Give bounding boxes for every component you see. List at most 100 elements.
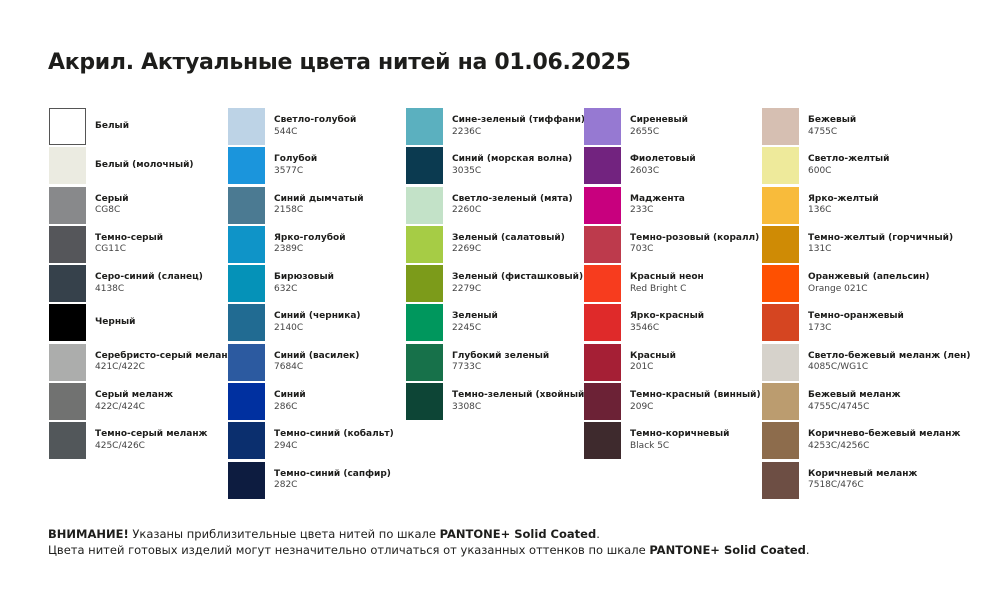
color-label: Темно-синий (кобальт) 294C	[274, 422, 394, 459]
color-swatch	[49, 343, 86, 381]
color-swatch	[49, 108, 86, 145]
pantone-code: 4085C/WG1C	[808, 362, 869, 373]
color-label: Темно-серый CG11C	[95, 226, 163, 263]
color-label: Серо-синий (сланец) 4138C	[95, 265, 203, 302]
color-swatch	[228, 461, 265, 499]
color-label: Фиолетовый 2603C	[630, 147, 696, 184]
color-label: Белый	[95, 108, 129, 145]
color-swatch	[584, 383, 621, 421]
color-swatch	[406, 108, 443, 145]
color-swatch	[762, 422, 799, 460]
footer-note-line2: Цвета нитей готовых изделий могут незнач…	[48, 543, 810, 557]
color-label: Светло-зеленый (мята) 2260C	[452, 187, 573, 224]
pantone-code: 632C	[274, 283, 298, 294]
color-swatch	[228, 225, 265, 263]
color-name: Синий дымчатый	[274, 193, 364, 204]
pantone-code: 3308C	[452, 401, 482, 412]
color-label: Серый меланж 422C/424C	[95, 383, 173, 420]
color-item: Темно-желтый (горчичный) 131C	[762, 225, 953, 265]
pantone-code: 421C/422C	[95, 362, 145, 373]
footer-text: Цвета нитей готовых изделий могут незнач…	[48, 543, 650, 557]
color-swatch	[49, 186, 86, 224]
color-item: Темно-серый CG11C	[49, 225, 227, 265]
color-item: Серебристо-серый меланж 421C/422C	[49, 343, 237, 383]
color-item: Темно-красный (винный) 209C	[584, 383, 762, 422]
color-name: Красный неон	[630, 272, 704, 283]
color-item: Светло-зеленый (мята) 2260C	[406, 186, 584, 226]
color-swatch	[228, 186, 265, 224]
color-swatch	[49, 265, 86, 303]
color-item: Глубокий зеленый 7733C	[406, 343, 584, 383]
pantone-scale: PANTONE+ Solid Coated	[649, 543, 806, 557]
color-swatch	[584, 225, 621, 263]
color-item: Бежевый меланж 4755C/4745C	[762, 383, 940, 422]
color-name: Сиреневый	[630, 115, 688, 125]
color-item: Коричнево-бежевый меланж 4253C/4256C	[762, 422, 960, 461]
color-label: Светло-голубой 544C	[274, 108, 356, 145]
color-item: Темно-оранжевый 173C	[762, 304, 940, 343]
pantone-code: 7733C	[452, 362, 482, 373]
pantone-code: 4253C/4256C	[808, 440, 870, 451]
color-swatch	[49, 225, 86, 263]
pantone-code: 3577C	[274, 165, 304, 176]
color-item: Красный 201C	[584, 343, 762, 383]
color-column: Светло-голубой 544C Голубой 3577C Синий дымч…	[228, 108, 406, 501]
color-swatch	[762, 265, 799, 303]
pantone-code: 425C/426C	[95, 440, 145, 451]
color-item: Темно-серый меланж 425C/426C	[49, 422, 227, 461]
color-name: Синий (морская волна)	[452, 154, 573, 165]
color-label: Ярко-красный 3546C	[630, 304, 704, 341]
color-item: Белый	[49, 108, 227, 147]
color-label: Синий (черника) 2140C	[274, 304, 361, 341]
color-name: Темно-желтый (горчичный)	[808, 232, 954, 243]
color-label: Красный 201C	[630, 344, 676, 381]
color-swatch	[228, 265, 265, 303]
color-name: Сине-зеленый (тиффани)	[452, 115, 586, 125]
color-label: Маджента 233C	[630, 187, 685, 224]
color-label: Голубой 3577C	[274, 147, 317, 184]
color-name: Темно-зеленый (хвойный)	[452, 390, 589, 401]
color-name: Синий (черника)	[274, 311, 361, 322]
color-swatch	[762, 343, 799, 381]
color-item: Сине-зеленый (тиффани) 2236C	[406, 108, 586, 147]
pantone-code: 703C	[630, 244, 654, 255]
color-name: Светло-желтый	[808, 154, 890, 165]
color-name: Темно-коричневый	[630, 429, 730, 440]
pantone-code: 3546C	[630, 322, 660, 333]
color-name: Зеленый (салатовый)	[452, 232, 565, 243]
pantone-code: 2279C	[452, 283, 482, 294]
color-item: Оранжевый (апельсин) Orange 021C	[762, 265, 940, 304]
color-name: Темно-оранжевый	[808, 311, 904, 322]
color-swatch	[584, 186, 621, 224]
pantone-code: 544C	[274, 126, 298, 137]
pantone-code: 209C	[630, 401, 654, 412]
color-column: Белый Белый (молочный) Серый CG8C Темно-серы…	[49, 108, 237, 462]
color-name: Темно-серый	[95, 232, 164, 243]
color-swatch	[406, 147, 443, 185]
color-item: Маджента 233C	[584, 186, 762, 226]
color-name: Фиолетовый	[630, 154, 696, 165]
pantone-code: 3035C	[452, 165, 482, 176]
color-name: Ярко-красный	[630, 311, 705, 322]
color-name: Глубокий зеленый	[452, 350, 550, 361]
color-name: Светло-зеленый (мята)	[452, 193, 573, 204]
color-label: Синий дымчатый 2158C	[274, 187, 364, 224]
color-swatch	[406, 265, 443, 303]
footer-period: .	[805, 543, 810, 557]
color-label: Глубокий зеленый 7733C	[452, 344, 549, 381]
pantone-code: 131C	[808, 244, 832, 255]
color-label: Ярко-желтый 136C	[808, 187, 879, 224]
color-label: Красный неон Red Bright C	[630, 265, 704, 302]
color-name: Маджента	[630, 193, 685, 204]
color-item: Темно-синий (кобальт) 294C	[228, 422, 406, 461]
color-name: Белый	[95, 120, 130, 131]
pantone-code: Black 5C	[630, 440, 670, 451]
color-item: Серо-синий (сланец) 4138C	[49, 265, 227, 304]
color-swatch	[762, 304, 799, 342]
color-name: Серо-синий (сланец)	[95, 272, 203, 283]
pantone-code: 2269C	[452, 244, 482, 255]
color-swatch	[584, 265, 621, 303]
color-item: Фиолетовый 2603C	[584, 147, 762, 186]
pantone-code: 173C	[808, 322, 832, 333]
color-swatch	[228, 304, 265, 342]
